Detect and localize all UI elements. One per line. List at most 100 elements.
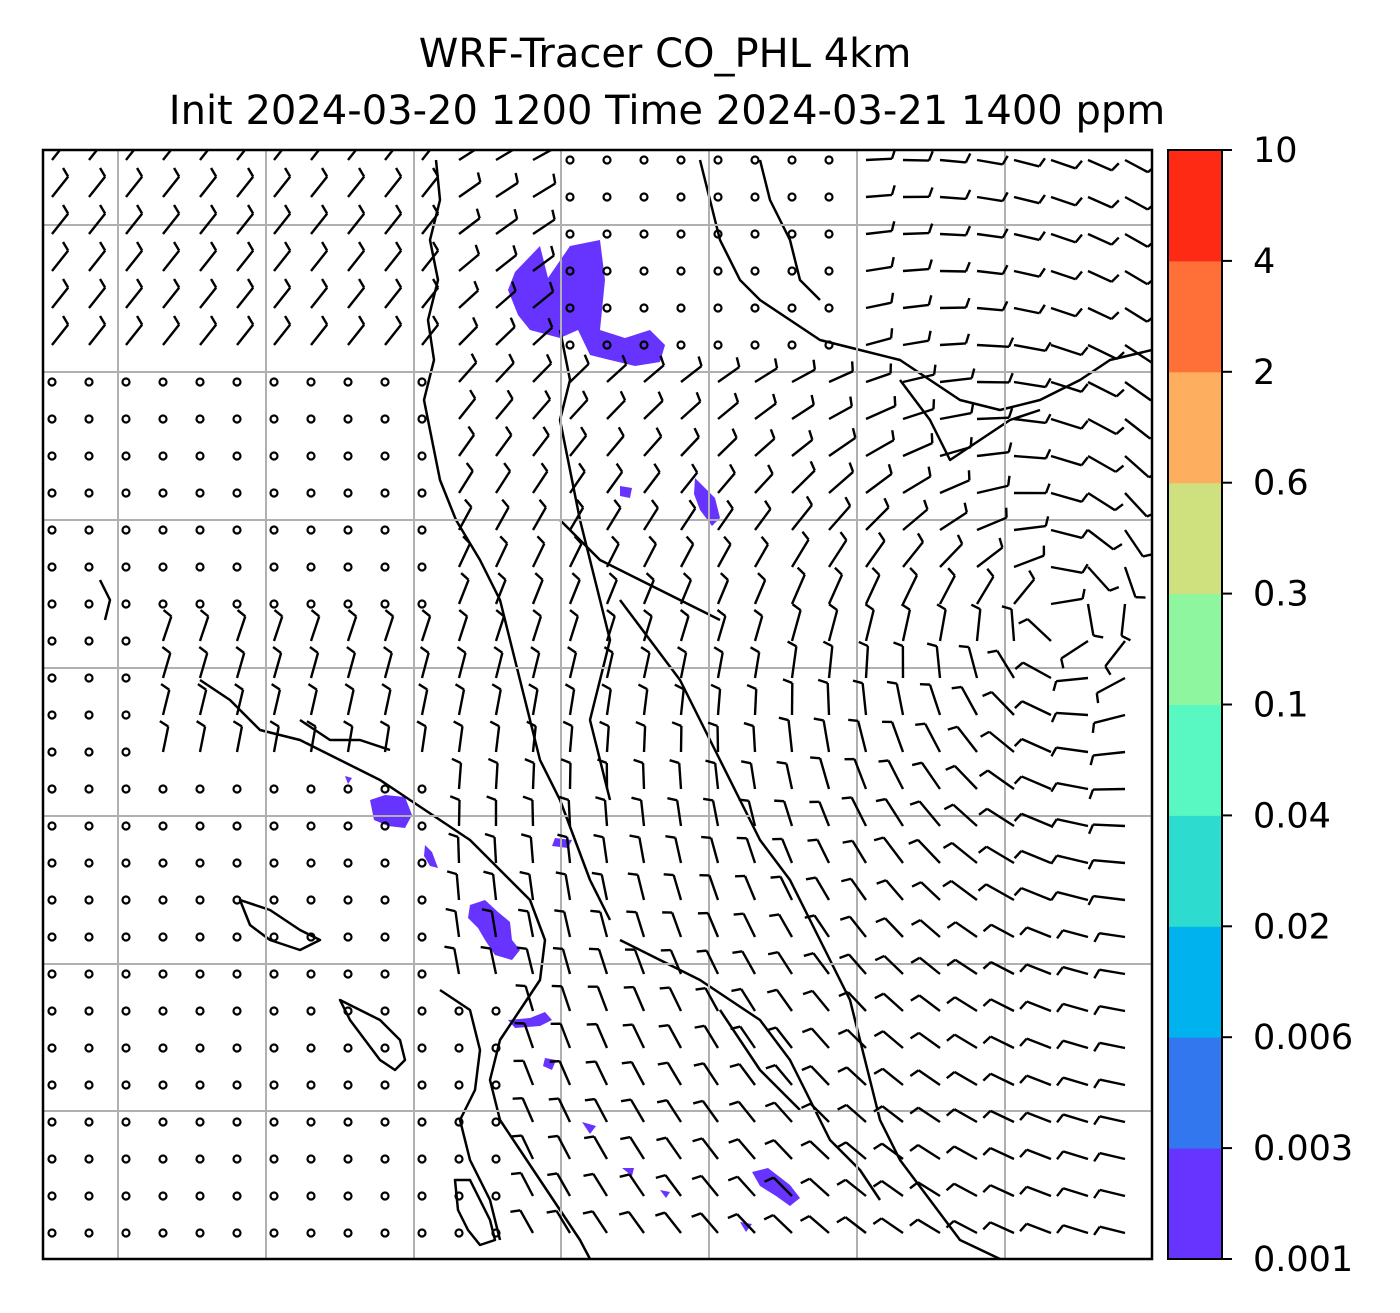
wind-barb-staff bbox=[716, 652, 724, 679]
wind-barb-flag bbox=[1001, 300, 1009, 311]
wind-barb-staff bbox=[606, 471, 624, 494]
wind-barb-flag bbox=[1093, 1005, 1101, 1016]
wind-barb-flag bbox=[358, 167, 366, 178]
wind-barb-staff bbox=[828, 505, 852, 531]
wind-barb-staff bbox=[680, 365, 703, 383]
wind-barb-staff bbox=[495, 398, 514, 420]
calm-wind-marker bbox=[380, 525, 390, 535]
wind-barb-flag bbox=[890, 292, 895, 303]
wind-barb-staff bbox=[531, 543, 546, 568]
wind-barb-flag bbox=[322, 131, 327, 140]
calm-wind-marker bbox=[121, 414, 131, 424]
wind-barb-staff bbox=[847, 991, 867, 1012]
wind-barb-staff bbox=[985, 845, 1015, 865]
calm-wind-marker bbox=[713, 266, 723, 276]
wind-barb-flag bbox=[1007, 442, 1013, 453]
wind-barb-staff bbox=[236, 286, 255, 309]
wind-barb-staff bbox=[88, 286, 107, 309]
wind-barb-flag bbox=[1044, 483, 1051, 494]
wind-barb-flag bbox=[321, 315, 329, 326]
wind-barb-flag bbox=[850, 361, 854, 372]
wind-barb-flag bbox=[749, 646, 760, 654]
calm-wind-marker bbox=[121, 1117, 131, 1127]
wind-barb-flag bbox=[633, 758, 644, 765]
wind-barb-flag bbox=[538, 498, 547, 509]
wind-barb-staff bbox=[1124, 158, 1149, 174]
wind-barb-flag bbox=[872, 1142, 883, 1151]
wind-barb-staff bbox=[605, 543, 620, 568]
wind-barb-staff bbox=[1050, 597, 1083, 606]
wind-barb-flag bbox=[665, 835, 676, 839]
wind-barb-staff bbox=[787, 720, 794, 753]
wind-barb-staff bbox=[421, 323, 440, 346]
wind-barb-flag bbox=[760, 535, 769, 546]
wind-barb-flag bbox=[945, 1182, 955, 1192]
wind-barb-staff bbox=[568, 725, 574, 753]
wind-barb-staff bbox=[791, 438, 814, 457]
calm-wind-marker bbox=[343, 1228, 353, 1238]
colorbar-tick-label: 10 bbox=[1253, 131, 1298, 171]
wind-barb-staff bbox=[1050, 306, 1077, 318]
calm-wind-marker bbox=[158, 1191, 168, 1201]
wind-barb-staff bbox=[273, 249, 292, 272]
wind-barb-flag bbox=[910, 918, 921, 926]
wind-barb-staff bbox=[633, 949, 646, 975]
wind-barb-staff bbox=[901, 609, 912, 642]
wind-barb-staff bbox=[1087, 566, 1111, 592]
calm-wind-marker bbox=[454, 1117, 464, 1127]
wind-barb-flag bbox=[571, 572, 581, 581]
wind-barb-staff bbox=[521, 1097, 535, 1123]
wind-barb-staff bbox=[643, 400, 664, 420]
wind-barb-flag bbox=[524, 758, 535, 765]
wind-barb-flag bbox=[619, 1173, 630, 1178]
wind-barb-flag bbox=[801, 1027, 813, 1034]
calm-wind-marker bbox=[195, 1080, 205, 1090]
wind-barb-staff bbox=[531, 579, 544, 605]
wind-barb-staff bbox=[198, 652, 209, 679]
wind-barb-flag bbox=[682, 572, 692, 581]
wind-barb-staff bbox=[494, 689, 502, 716]
wind-barb-staff bbox=[1026, 963, 1052, 976]
calm-wind-marker bbox=[232, 1043, 242, 1053]
wind-barb-staff bbox=[51, 212, 70, 235]
wind-barb-staff bbox=[884, 917, 904, 938]
calm-wind-marker bbox=[306, 969, 316, 979]
wind-barb-staff bbox=[1013, 554, 1045, 569]
wind-barb-flag bbox=[964, 333, 971, 344]
calm-wind-marker bbox=[232, 1006, 242, 1016]
wind-barb-staff bbox=[703, 1025, 720, 1049]
wind-barb-staff bbox=[813, 914, 830, 938]
calm-wind-marker bbox=[121, 747, 131, 757]
wind-barb-staff bbox=[865, 337, 892, 347]
wind-barb-flag bbox=[547, 317, 554, 328]
calm-wind-marker bbox=[417, 784, 427, 794]
plume-south-5 bbox=[582, 1122, 596, 1134]
wind-barb-staff bbox=[864, 645, 870, 679]
wind-barb-flag bbox=[346, 646, 356, 654]
wind-barb-flag bbox=[839, 915, 851, 921]
wind-barb-flag bbox=[871, 566, 881, 576]
plume-north bbox=[508, 240, 665, 366]
calm-wind-marker bbox=[232, 599, 242, 609]
wind-barb-staff bbox=[383, 652, 393, 679]
wind-barb-staff bbox=[950, 879, 978, 901]
wind-barb-staff bbox=[236, 212, 255, 235]
wind-barb-staff bbox=[791, 469, 816, 494]
map-panel[interactable] bbox=[41, 131, 1160, 1261]
wind-barb-staff bbox=[522, 1060, 535, 1086]
calm-wind-marker bbox=[454, 1006, 464, 1016]
calm-wind-marker bbox=[417, 858, 427, 868]
wind-barb-flag bbox=[927, 330, 932, 341]
wind-barb-staff bbox=[639, 800, 646, 827]
wind-barb-flag bbox=[532, 609, 542, 618]
calm-wind-marker bbox=[47, 932, 57, 942]
wind-barb-staff bbox=[902, 408, 934, 421]
wind-barb-staff bbox=[752, 725, 757, 753]
calm-wind-marker bbox=[417, 377, 427, 387]
calm-wind-marker bbox=[84, 562, 94, 572]
wind-barb-flag bbox=[916, 532, 925, 543]
wind-barb-staff bbox=[627, 1211, 645, 1234]
wind-barb-flag bbox=[877, 531, 886, 542]
wind-barb-flag bbox=[1038, 267, 1046, 278]
calm-wind-marker bbox=[121, 673, 131, 683]
